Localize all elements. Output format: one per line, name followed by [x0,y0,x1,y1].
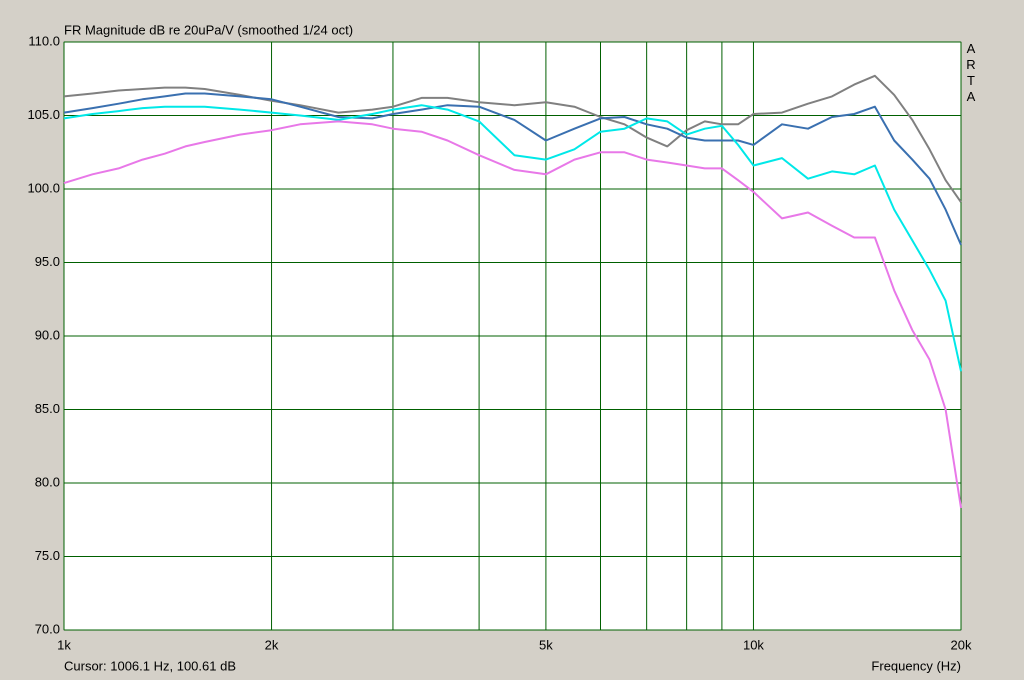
y-tick-label: 75.0 [35,548,60,563]
x-tick-label: 5k [539,637,553,652]
y-tick-label: 80.0 [35,474,60,489]
y-tick-label: 90.0 [35,327,60,342]
chart-title: FR Magnitude dB re 20uPa/V (smoothed 1/2… [64,22,353,37]
x-axis-label: Frequency (Hz) [871,658,961,673]
x-tick-label: 2k [265,637,279,652]
x-tick-label: 1k [57,637,71,652]
y-tick-label: 100.0 [27,180,60,195]
y-tick-label: 105.0 [27,107,60,122]
x-tick-label: 10k [743,637,764,652]
y-tick-label: 110.0 [28,33,60,48]
series-line [63,74,962,203]
series-line [63,92,962,246]
series-line [63,120,962,509]
y-tick-label: 70.0 [35,621,60,636]
cursor-readout: Cursor: 1006.1 Hz, 100.61 dB [64,658,236,673]
y-tick-label: 85.0 [35,401,60,416]
x-tick-label: 20k [951,637,972,652]
y-tick-label: 95.0 [35,254,60,269]
series-line [63,104,962,372]
